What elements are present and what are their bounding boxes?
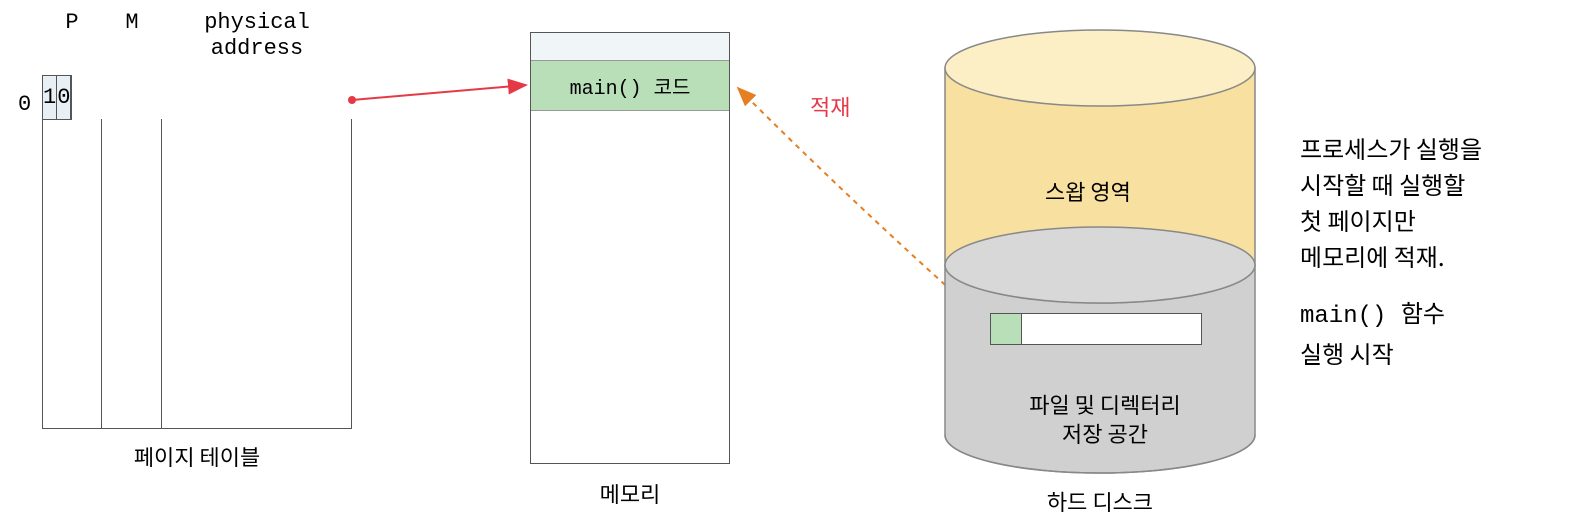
hard-disk: 스왑 영역 파일 및 디렉터리 저장 공간 하드 디스크	[935, 20, 1265, 485]
disk-page-green	[990, 313, 1022, 345]
swap-label: 스왑 영역	[1045, 175, 1131, 207]
page-table-caption: 페이지 테이블	[42, 440, 352, 472]
memory-caption: 메모리	[530, 477, 730, 509]
side-description: 프로세스가 실행을 시작할 때 실행할 첫 페이지만 메모리에 적재. main…	[1300, 130, 1482, 371]
rest-col-addr	[162, 119, 352, 429]
memory-main-row: main() 코드	[531, 61, 729, 111]
page-table-row0: 1 0	[42, 75, 72, 120]
file-dir-label: 파일 및 디렉터리 저장 공간	[1005, 390, 1205, 447]
memory: main() 코드 메모리	[530, 32, 730, 464]
arrow-pt-to-memory	[352, 85, 526, 100]
side-para1: 프로세스가 실행을 시작할 때 실행할 첫 페이지만 메모리에 적재.	[1300, 130, 1482, 274]
cell-addr	[71, 76, 72, 120]
side-para2: main() 함수 실행 시작	[1300, 294, 1482, 371]
header-addr: physical address	[162, 10, 352, 63]
cell-p: 1	[43, 76, 57, 120]
page-table-rest	[42, 119, 352, 429]
disk-page-white	[1022, 313, 1202, 345]
pointer-dot	[348, 96, 356, 104]
memory-top-row	[531, 33, 729, 61]
disk-page-block	[990, 313, 1202, 345]
header-m: M	[102, 10, 162, 63]
page-table-headers: P M physical address	[42, 10, 352, 63]
memory-box: main() 코드	[530, 32, 730, 464]
rest-col-m	[102, 119, 162, 429]
row-index-0: 0	[18, 92, 31, 117]
load-label: 적재	[810, 90, 850, 122]
cell-m: 0	[57, 76, 71, 120]
header-p: P	[42, 10, 102, 63]
rest-col-p	[42, 119, 102, 429]
disk-caption: 하드 디스크	[935, 485, 1265, 517]
